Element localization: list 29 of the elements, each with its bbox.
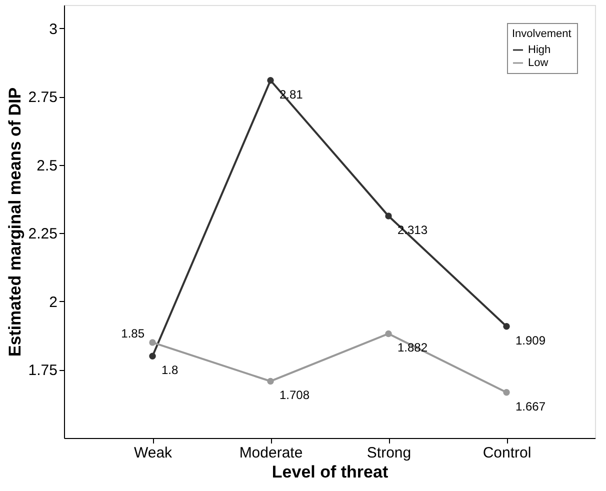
legend-title: Involvement — [512, 28, 572, 40]
data-label: 1.8 — [162, 363, 179, 378]
x-axis-title: Level of threat — [272, 462, 388, 482]
point — [503, 322, 510, 330]
y-tick-label: 2 — [49, 294, 58, 311]
data-label: 1.909 — [516, 333, 546, 348]
point — [267, 77, 274, 84]
y-tick-label: 2.25 — [28, 226, 58, 243]
legend-label: Low — [528, 57, 548, 69]
point — [503, 389, 510, 396]
point — [267, 378, 274, 385]
data-label: 1.85 — [121, 326, 145, 340]
data-label: 1.882 — [398, 340, 428, 355]
point — [385, 212, 392, 220]
y-tick-label: 2.75 — [28, 89, 58, 106]
point — [385, 330, 392, 338]
x-tick-label: Moderate — [239, 444, 303, 462]
point — [149, 352, 156, 360]
y-tick-label: 1.75 — [28, 362, 58, 380]
data-label: 1.708 — [280, 388, 310, 402]
y-axis-title: Estimated marginal means of DIP — [5, 87, 24, 357]
x-tick-label: Control — [482, 444, 532, 462]
y-tick-label: 2.5 — [36, 157, 58, 174]
data-label: 1.667 — [516, 399, 546, 414]
x-tick-label: Weak — [134, 444, 173, 462]
point — [149, 339, 156, 346]
legend-label: High — [528, 44, 551, 56]
y-tick-label: 3 — [49, 20, 58, 38]
x-tick-label: Strong — [366, 444, 412, 462]
